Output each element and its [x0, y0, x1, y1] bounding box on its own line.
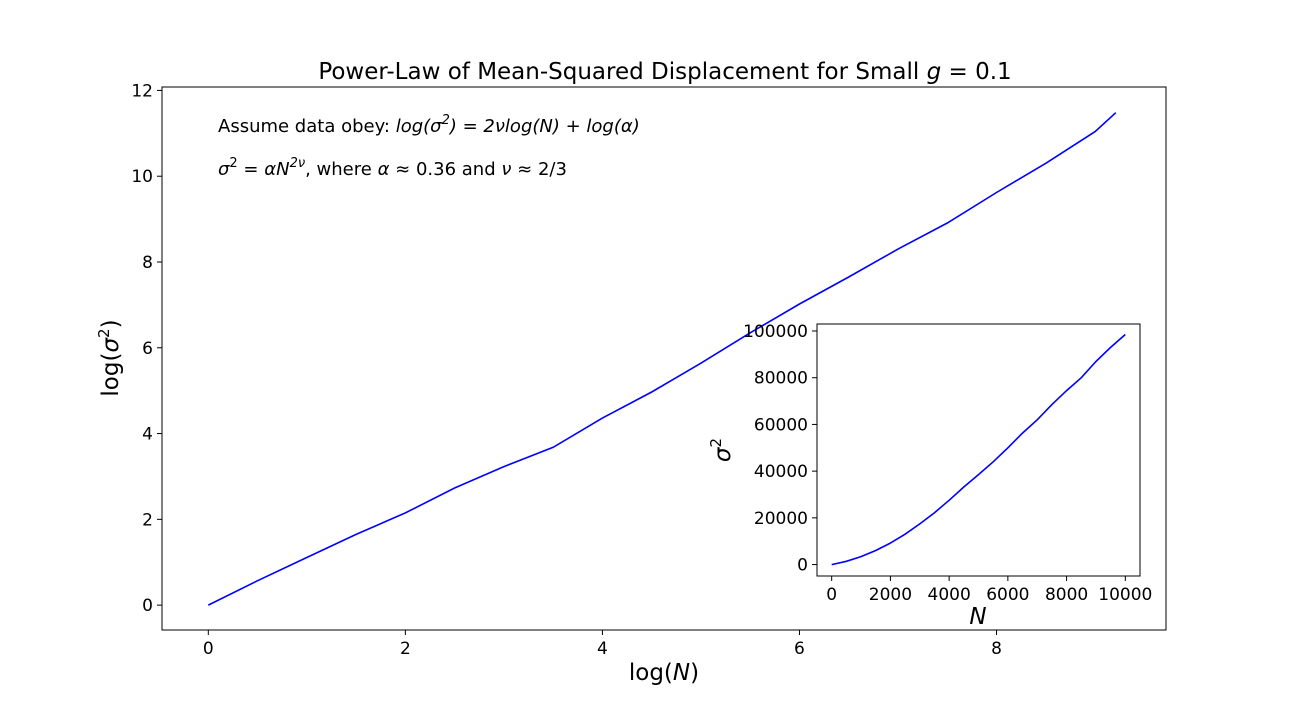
annotation-fit-parameters: σ2 = αN2ν, where α ≈ 0.36 and ν ≈ 2/3: [218, 156, 567, 180]
inset-background: [817, 324, 1140, 576]
inset-y-tick-label: 0: [797, 556, 808, 576]
main-y-tick-label: 2: [142, 510, 153, 530]
inset-y-tick-label: 60000: [754, 415, 808, 435]
main-y-tick-label: 6: [142, 339, 153, 359]
main-plot-area: 0 2 4 6 8 0 2 4 6 8 10 12: [131, 81, 1167, 659]
main-series-layer: [207, 112, 1117, 606]
main-y-tick-label: 4: [142, 425, 153, 445]
inset-y-tick-label: 100000: [743, 322, 808, 342]
inset-series-line-0: [831, 333, 1126, 566]
main-y-tick-label: 12: [131, 81, 153, 101]
inset-series-layer: [831, 333, 1126, 566]
inset-y-axis-label: σ2: [707, 438, 736, 462]
inset-x-tick-label: 2000: [869, 585, 912, 605]
main-y-ticks: 0 2 4 6 8 10 12: [131, 81, 162, 616]
inset-x-tick-label: 4000: [928, 585, 971, 605]
main-x-axis-label: log(N): [629, 660, 699, 686]
inset-x-tick-label: 6000: [986, 585, 1029, 605]
main-series-line-0: [207, 112, 1117, 606]
inset-x-ticks: 0 2000 4000 6000 8000 10000: [826, 576, 1152, 605]
main-x-ticks: 0 2 4 6 8: [203, 630, 1002, 659]
inset-y-tick-label: 40000: [754, 462, 808, 482]
main-x-tick-label: 8: [991, 639, 1002, 659]
main-y-tick-label: 10: [131, 167, 153, 187]
inset-y-tick-label: 80000: [754, 369, 808, 389]
main-x-tick-label: 2: [400, 639, 411, 659]
main-y-tick-label: 8: [142, 253, 153, 273]
chart-title: Power-Law of Mean-Squared Displacement f…: [318, 59, 1011, 85]
main-y-tick-label: 0: [142, 596, 153, 616]
inset-x-tick-label: 0: [826, 585, 837, 605]
main-x-tick-label: 0: [203, 639, 214, 659]
main-plot-frame: [161, 86, 1167, 631]
inset-x-tick-label: 8000: [1045, 585, 1088, 605]
inset-y-tick-label: 20000: [754, 509, 808, 529]
main-x-tick-label: 6: [794, 639, 805, 659]
inset-y-ticks: 0 20000 40000 60000 80000 100000: [743, 322, 817, 576]
inset-plot-frame: [816, 323, 1141, 577]
inset-x-tick-label: 10000: [1098, 585, 1152, 605]
inset-x-axis-label: N: [969, 604, 986, 630]
annotation-model-equation: Assume data obey: log(σ2) = 2νlog(N) + l…: [218, 113, 640, 137]
main-y-axis-label: log(σ2): [95, 319, 124, 396]
main-x-tick-label: 4: [597, 639, 608, 659]
inset-plot-area: 0 2000 4000 6000 8000 10000 0 20000 40000 60000 8…: [743, 322, 1152, 605]
